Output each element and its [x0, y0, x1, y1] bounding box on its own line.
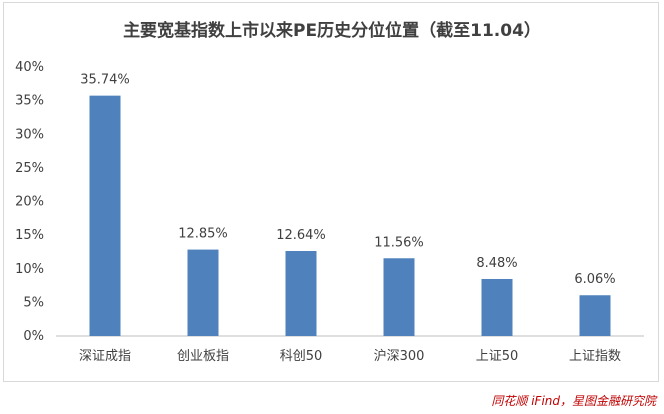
data-label: 11.56%: [374, 235, 424, 250]
y-tick-label: 35%: [15, 94, 44, 109]
y-tick-label: 20%: [15, 195, 44, 210]
bar: [579, 295, 611, 336]
bar: [187, 249, 219, 336]
bar: [285, 250, 317, 336]
source-note: 同花顺 iFind，星图金融研究院: [491, 394, 656, 408]
bar-chart: 主要宽基指数上市以来PE历史分位位置（截至11.04） 0% 5% 10% 15% 20…: [15, 20, 644, 364]
bars: [89, 95, 611, 336]
y-tick-label: 15%: [15, 228, 44, 243]
bar: [383, 258, 415, 336]
data-labels: 35.74% 12.85% 12.64% 11.56% 8.48% 6.06%: [80, 73, 615, 288]
x-tick-label: 深证成指: [79, 349, 131, 364]
data-label: 35.74%: [80, 73, 130, 88]
y-tick-label: 30%: [15, 127, 44, 142]
x-tick-label: 科创50: [280, 349, 323, 364]
data-label: 12.64%: [276, 228, 326, 243]
chart-frame: 主要宽基指数上市以来PE历史分位位置（截至11.04） 0% 5% 10% 15% 20…: [3, 2, 659, 382]
y-tick-label: 10%: [15, 262, 44, 277]
chart-title: 主要宽基指数上市以来PE历史分位位置（截至11.04）: [123, 20, 541, 41]
bar: [89, 95, 121, 336]
y-tick-label: 5%: [23, 295, 44, 310]
y-axis: 0% 5% 10% 15% 20% 25% 30% 35% 40%: [15, 60, 44, 344]
x-tick-label: 上证指数: [569, 349, 621, 364]
x-axis: 深证成指 创业板指 科创50 沪深300 上证50 上证指数: [56, 335, 644, 364]
data-label: 8.48%: [476, 256, 517, 271]
x-tick-label: 创业板指: [177, 349, 229, 364]
data-label: 6.06%: [574, 272, 615, 287]
y-tick-label: 0%: [23, 329, 44, 344]
data-label: 12.85%: [178, 227, 228, 242]
y-tick-label: 25%: [15, 161, 44, 176]
y-tick-label: 40%: [15, 60, 44, 75]
x-tick-label: 上证50: [476, 349, 519, 364]
bar: [481, 278, 513, 336]
x-tick-label: 沪深300: [374, 348, 425, 364]
